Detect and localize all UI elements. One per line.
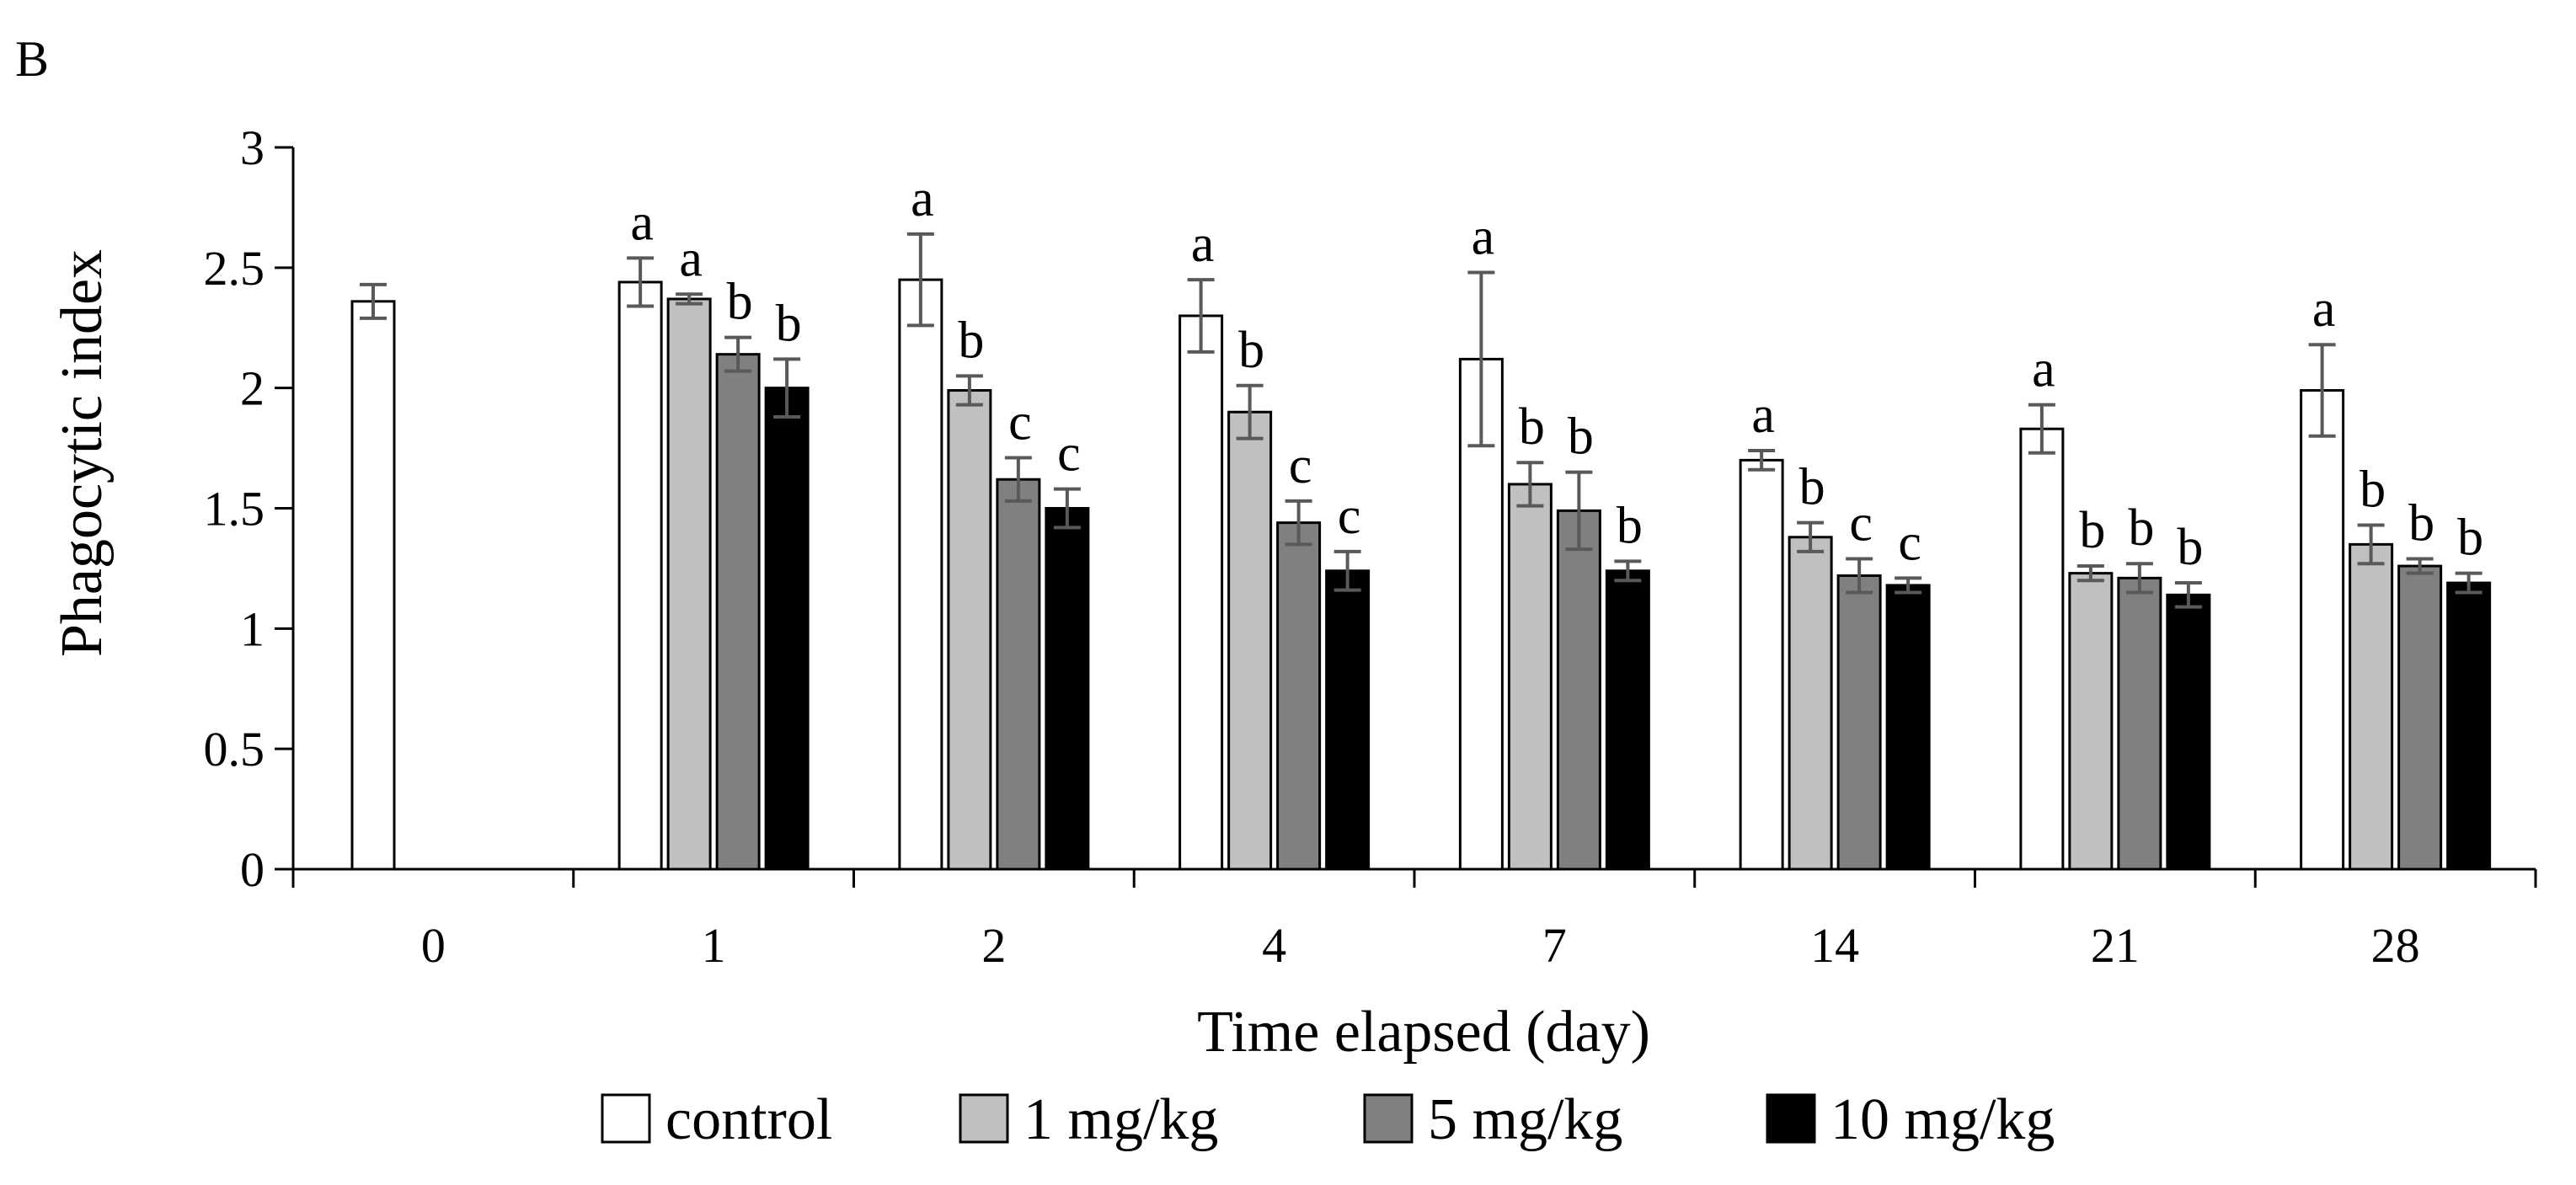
significance-label: b (1799, 459, 1825, 516)
panel-label: B (15, 31, 49, 87)
legend-swatch (1766, 1093, 1816, 1144)
bar (764, 387, 810, 871)
significance-label: b (1519, 398, 1545, 456)
bar (1276, 521, 1322, 871)
bar (947, 389, 992, 871)
significance-label: a (679, 230, 703, 287)
bar (996, 478, 1041, 871)
bar (1556, 509, 1601, 871)
legend-label: 5 mg/kg (1428, 1087, 1622, 1152)
bar (898, 278, 943, 871)
bar (1605, 569, 1650, 871)
bar (666, 297, 712, 871)
significance-label: b (727, 274, 753, 331)
significance-label: b (2177, 519, 2203, 576)
significance-label: a (630, 194, 654, 251)
significance-label: b (2457, 510, 2483, 567)
y-tick-label: 1.5 (204, 482, 265, 536)
significance-label: c (1289, 437, 1312, 494)
legend-swatch (601, 1093, 651, 1144)
x-tick-label: 2 (981, 918, 1006, 973)
y-axis-ticks: 0 0.5 1 1.5 2 2.5 3 (204, 120, 293, 897)
significance-label: b (1238, 322, 1264, 379)
error-bars (360, 232, 2482, 609)
significance-label: b (2128, 499, 2154, 557)
bar (1178, 314, 1224, 871)
y-tick-label: 0 (240, 842, 265, 897)
bar (1836, 574, 1882, 871)
legend: control 1 mg/kg 5 mg/kg 10 mg/kg (601, 1087, 2055, 1152)
significance-label: b (2408, 494, 2434, 552)
bar (1739, 458, 1784, 871)
bar (2068, 572, 2114, 871)
significance-label: b (958, 312, 984, 369)
y-tick-label: 1 (240, 601, 265, 656)
x-tick-label: 7 (1542, 918, 1567, 973)
x-tick-label: 21 (2091, 918, 2140, 973)
bar (2349, 542, 2394, 871)
bar (1045, 507, 1090, 871)
significance-label: b (1617, 497, 1643, 554)
x-tick-label: 0 (421, 918, 446, 973)
significance-label: a (1751, 387, 1775, 444)
y-tick-label: 3 (240, 120, 265, 175)
y-tick-label: 0.5 (204, 722, 265, 777)
significance-label: a (1191, 216, 1215, 273)
bar (1885, 584, 1931, 871)
significance-label: a (2312, 280, 2336, 338)
significance-label: c (1057, 425, 1081, 483)
significance-label: b (2360, 461, 2386, 518)
x-axis-ticks: 0 1 2 4 7 14 21 28 (291, 869, 2537, 973)
legend-swatch (1363, 1093, 1414, 1144)
x-tick-label: 1 (702, 918, 726, 973)
bar (2117, 576, 2162, 871)
bar (1788, 536, 1833, 871)
bar (2300, 389, 2345, 871)
legend-label: 1 mg/kg (1023, 1087, 1218, 1152)
x-tick-label: 4 (1262, 918, 1286, 973)
significance-label: a (2032, 341, 2055, 398)
legend-label: 10 mg/kg (1830, 1087, 2055, 1152)
bar (1507, 483, 1553, 871)
bar (2446, 581, 2492, 871)
y-tick-label: 2.5 (204, 241, 265, 296)
significance-label: b (776, 295, 802, 352)
bars (350, 278, 2492, 871)
legend-label: control (665, 1087, 832, 1152)
significance-label: c (1898, 514, 1921, 571)
bar (350, 300, 396, 871)
bar (2166, 593, 2211, 871)
bar (617, 280, 663, 871)
significance-label: c (1008, 394, 1032, 451)
y-tick-label: 2 (240, 361, 265, 416)
significance-label: a (1472, 209, 1495, 266)
bar (2019, 427, 2065, 871)
y-axis-title: Phagocytic index (50, 249, 115, 657)
bar (1325, 569, 1371, 871)
x-tick-label: 28 (2371, 918, 2420, 973)
significance-label: c (1849, 494, 1873, 552)
significance-label: c (1338, 488, 1361, 545)
bar (1227, 410, 1273, 871)
significance-label: b (2079, 502, 2105, 559)
significance-label: b (1568, 408, 1594, 466)
x-axis-title: Time elapsed (day) (1197, 1000, 1650, 1065)
axes (291, 147, 2536, 871)
bar (2397, 564, 2443, 871)
significance-label: a (911, 170, 934, 227)
bar (715, 353, 761, 871)
legend-swatch (959, 1093, 1009, 1144)
x-tick-label: 14 (1810, 918, 1859, 973)
